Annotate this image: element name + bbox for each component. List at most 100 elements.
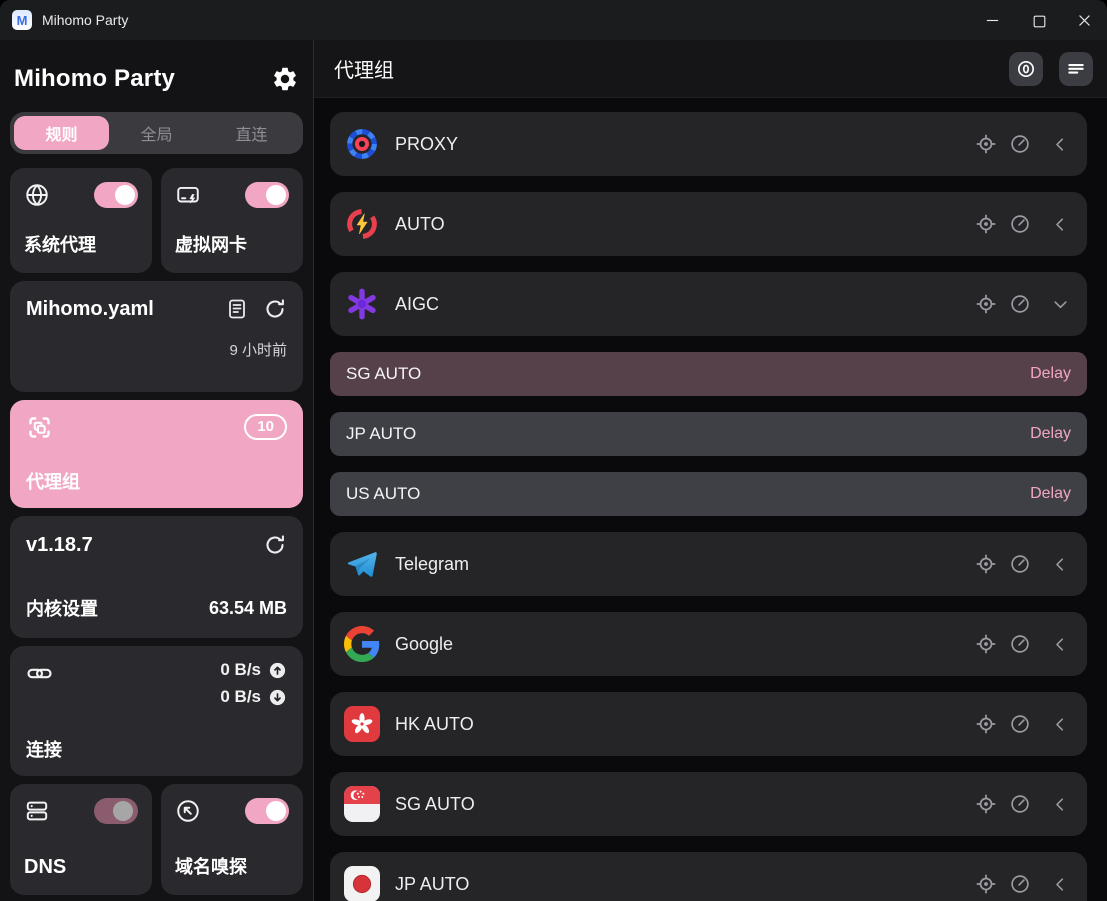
chevron-left-icon[interactable] bbox=[1052, 216, 1069, 233]
sidebar: Mihomo Party 规则 全局 直连 系统代理 bbox=[0, 40, 314, 901]
proxy-node-row[interactable]: SG AUTO Delay bbox=[330, 352, 1087, 396]
sniff-toggle[interactable] bbox=[245, 798, 289, 824]
speedtest-icon[interactable] bbox=[1009, 213, 1031, 235]
delay-button[interactable]: Delay bbox=[1030, 485, 1071, 502]
hk-flag-icon bbox=[344, 706, 380, 742]
connections-label: 连接 bbox=[26, 740, 62, 760]
zero-circle-button[interactable] bbox=[1009, 51, 1043, 86]
proxy-group-name: JP AUTO bbox=[395, 873, 470, 894]
system-proxy-card[interactable]: 系统代理 bbox=[10, 168, 152, 273]
speedtest-icon[interactable] bbox=[1009, 293, 1031, 315]
tun-label: 虚拟网卡 bbox=[175, 235, 247, 255]
globe-icon bbox=[24, 182, 50, 208]
dns-card[interactable]: DNS bbox=[10, 784, 152, 895]
chevron-down-icon[interactable] bbox=[1052, 296, 1069, 313]
proxy-icon bbox=[344, 126, 380, 162]
proxy-group-row[interactable]: Google bbox=[330, 612, 1087, 676]
app-logo-icon: M bbox=[12, 10, 32, 30]
proxy-group-row[interactable]: PROXY bbox=[330, 112, 1087, 176]
proxy-node-name: US AUTO bbox=[346, 484, 421, 503]
list-style-button[interactable] bbox=[1059, 51, 1093, 86]
locate-icon[interactable] bbox=[975, 213, 997, 235]
minimize-button[interactable] bbox=[969, 0, 1015, 40]
proxy-group-row[interactable]: Telegram bbox=[330, 532, 1087, 596]
delay-button[interactable]: Delay bbox=[1030, 425, 1071, 442]
proxy-node-name: JP AUTO bbox=[346, 424, 417, 443]
link-icon bbox=[26, 660, 53, 687]
main-header: 代理组 bbox=[314, 40, 1107, 98]
speedtest-icon[interactable] bbox=[1009, 713, 1031, 735]
speedtest-icon[interactable] bbox=[1009, 873, 1031, 895]
speedtest-icon[interactable] bbox=[1009, 633, 1031, 655]
openai-icon bbox=[344, 286, 380, 322]
system-proxy-toggle[interactable] bbox=[94, 182, 138, 208]
locate-icon[interactable] bbox=[975, 793, 997, 815]
titlebar[interactable]: M Mihomo Party bbox=[0, 0, 1107, 40]
chevron-left-icon[interactable] bbox=[1052, 556, 1069, 573]
tab-rule[interactable]: 规则 bbox=[14, 116, 109, 150]
locate-icon[interactable] bbox=[975, 293, 997, 315]
locate-icon[interactable] bbox=[975, 873, 997, 895]
locate-icon[interactable] bbox=[975, 553, 997, 575]
locate-icon[interactable] bbox=[975, 133, 997, 155]
sniff-label: 域名嗅探 bbox=[175, 857, 247, 877]
proxy-node-row[interactable]: US AUTO Delay bbox=[330, 472, 1087, 516]
proxy-group-name: HK AUTO bbox=[395, 713, 474, 734]
download-speed: 0 B/s bbox=[220, 687, 261, 706]
profile-card[interactable]: Mihomo.yaml 9 小时前 bbox=[10, 281, 303, 392]
titlebar-title: Mihomo Party bbox=[42, 12, 129, 28]
locate-icon[interactable] bbox=[975, 713, 997, 735]
core-refresh-icon[interactable] bbox=[263, 533, 287, 557]
download-circle-icon bbox=[268, 688, 287, 707]
profile-name: Mihomo.yaml bbox=[26, 297, 154, 320]
proxy-node-name: SG AUTO bbox=[346, 364, 422, 383]
speedtest-icon[interactable] bbox=[1009, 133, 1031, 155]
minimize-icon bbox=[984, 12, 1001, 29]
speedtest-icon[interactable] bbox=[1009, 793, 1031, 815]
document-icon[interactable] bbox=[225, 297, 249, 321]
close-icon bbox=[1076, 12, 1093, 29]
zero-circle-icon bbox=[1016, 59, 1036, 79]
speedtest-icon[interactable] bbox=[1009, 553, 1031, 575]
core-memory: 63.54 MB bbox=[208, 597, 287, 618]
dns-label: DNS bbox=[24, 856, 67, 878]
core-settings-card[interactable]: v1.18.7 内核设置 63.54 MB bbox=[10, 516, 303, 638]
server-icon bbox=[24, 798, 50, 824]
tun-card[interactable]: 虚拟网卡 bbox=[161, 168, 303, 273]
maximize-button[interactable] bbox=[1015, 0, 1061, 40]
proxy-group-name: PROXY bbox=[395, 133, 459, 154]
chevron-left-icon[interactable] bbox=[1052, 876, 1069, 893]
refresh-icon[interactable] bbox=[263, 297, 287, 321]
sniff-card[interactable]: 域名嗅探 bbox=[161, 784, 303, 895]
chevron-left-icon[interactable] bbox=[1052, 796, 1069, 813]
proxy-group-row[interactable]: AUTO bbox=[330, 192, 1087, 256]
chevron-left-icon[interactable] bbox=[1052, 636, 1069, 653]
locate-icon[interactable] bbox=[975, 633, 997, 655]
gear-icon[interactable] bbox=[271, 65, 299, 93]
sidebar-item-proxy-groups[interactable]: 10 代理组 bbox=[10, 400, 303, 508]
close-button[interactable] bbox=[1061, 0, 1107, 40]
proxy-group-row[interactable]: AIGC bbox=[330, 272, 1087, 336]
dns-toggle[interactable] bbox=[94, 798, 138, 824]
tun-icon bbox=[175, 182, 201, 208]
proxy-group-name: AUTO bbox=[395, 213, 445, 234]
core-version: v1.18.7 bbox=[26, 533, 93, 556]
tab-direct[interactable]: 直连 bbox=[235, 127, 268, 144]
proxy-group-row[interactable]: HK AUTO bbox=[330, 692, 1087, 756]
proxy-groups-label: 代理组 bbox=[26, 472, 80, 492]
list-lines-icon bbox=[1066, 59, 1086, 79]
connections-card[interactable]: 0 B/s 0 B/s 连接 bbox=[10, 646, 303, 776]
chevron-left-icon[interactable] bbox=[1052, 716, 1069, 733]
proxy-group-row[interactable]: JP AUTO bbox=[330, 852, 1087, 901]
chevron-left-icon[interactable] bbox=[1052, 136, 1069, 153]
tab-global[interactable]: 全局 bbox=[140, 127, 173, 144]
jp-flag-icon bbox=[344, 866, 380, 901]
proxy-groups-count-badge: 10 bbox=[244, 414, 287, 440]
proxy-group-row[interactable]: SG AUTO bbox=[330, 772, 1087, 836]
upload-speed: 0 B/s bbox=[220, 660, 261, 679]
tun-toggle[interactable] bbox=[245, 182, 289, 208]
delay-button[interactable]: Delay bbox=[1030, 365, 1071, 382]
sniffer-icon bbox=[175, 798, 201, 824]
proxy-node-row[interactable]: JP AUTO Delay bbox=[330, 412, 1087, 456]
